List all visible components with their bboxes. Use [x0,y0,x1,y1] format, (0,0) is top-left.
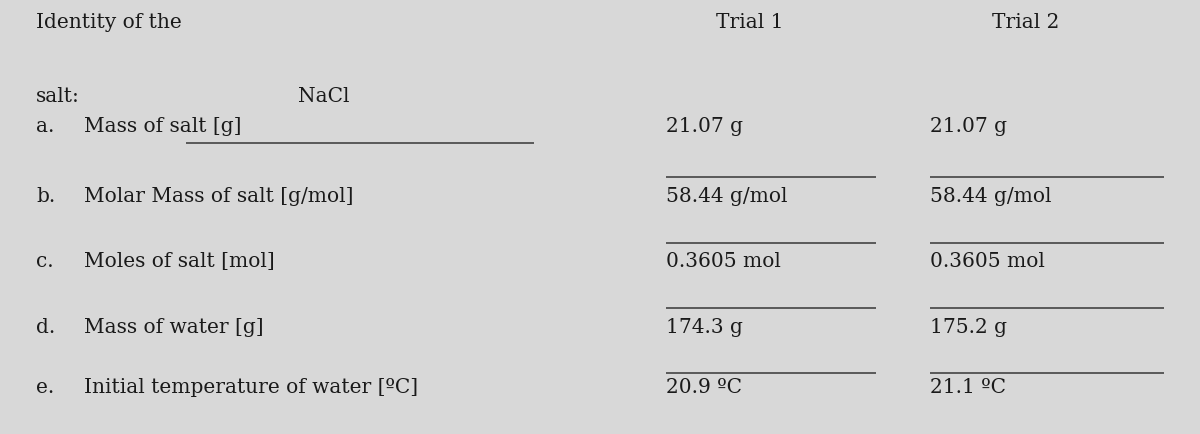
Text: 20.9 ºC: 20.9 ºC [666,378,742,397]
Text: 0.3605 mol: 0.3605 mol [666,252,781,271]
Text: Molar Mass of salt [g/mol]: Molar Mass of salt [g/mol] [84,187,354,206]
Text: 0.3605 mol: 0.3605 mol [930,252,1045,271]
Text: 21.07 g: 21.07 g [666,117,743,136]
Text: 58.44 g/mol: 58.44 g/mol [666,187,787,206]
Text: b.: b. [36,187,55,206]
Text: Moles of salt [mol]: Moles of salt [mol] [84,252,275,271]
Text: 58.44 g/mol: 58.44 g/mol [930,187,1051,206]
Text: NaCl: NaCl [299,87,349,106]
Text: 174.3 g: 174.3 g [666,317,743,336]
Text: 175.2 g: 175.2 g [930,317,1007,336]
Text: d.: d. [36,317,55,336]
Text: 21.07 g: 21.07 g [930,117,1007,136]
Text: Mass of water [g]: Mass of water [g] [84,317,264,336]
Text: salt:: salt: [36,87,80,106]
Text: Trial 1: Trial 1 [716,13,784,32]
Text: a.: a. [36,117,54,136]
Text: Identity of the: Identity of the [36,13,181,32]
Text: 21.1 ºC: 21.1 ºC [930,378,1006,397]
Text: Initial temperature of water [ºC]: Initial temperature of water [ºC] [84,378,418,397]
Text: Mass of salt [g]: Mass of salt [g] [84,117,241,136]
Text: Trial 2: Trial 2 [992,13,1060,32]
Text: c.: c. [36,252,54,271]
Text: e.: e. [36,378,54,397]
